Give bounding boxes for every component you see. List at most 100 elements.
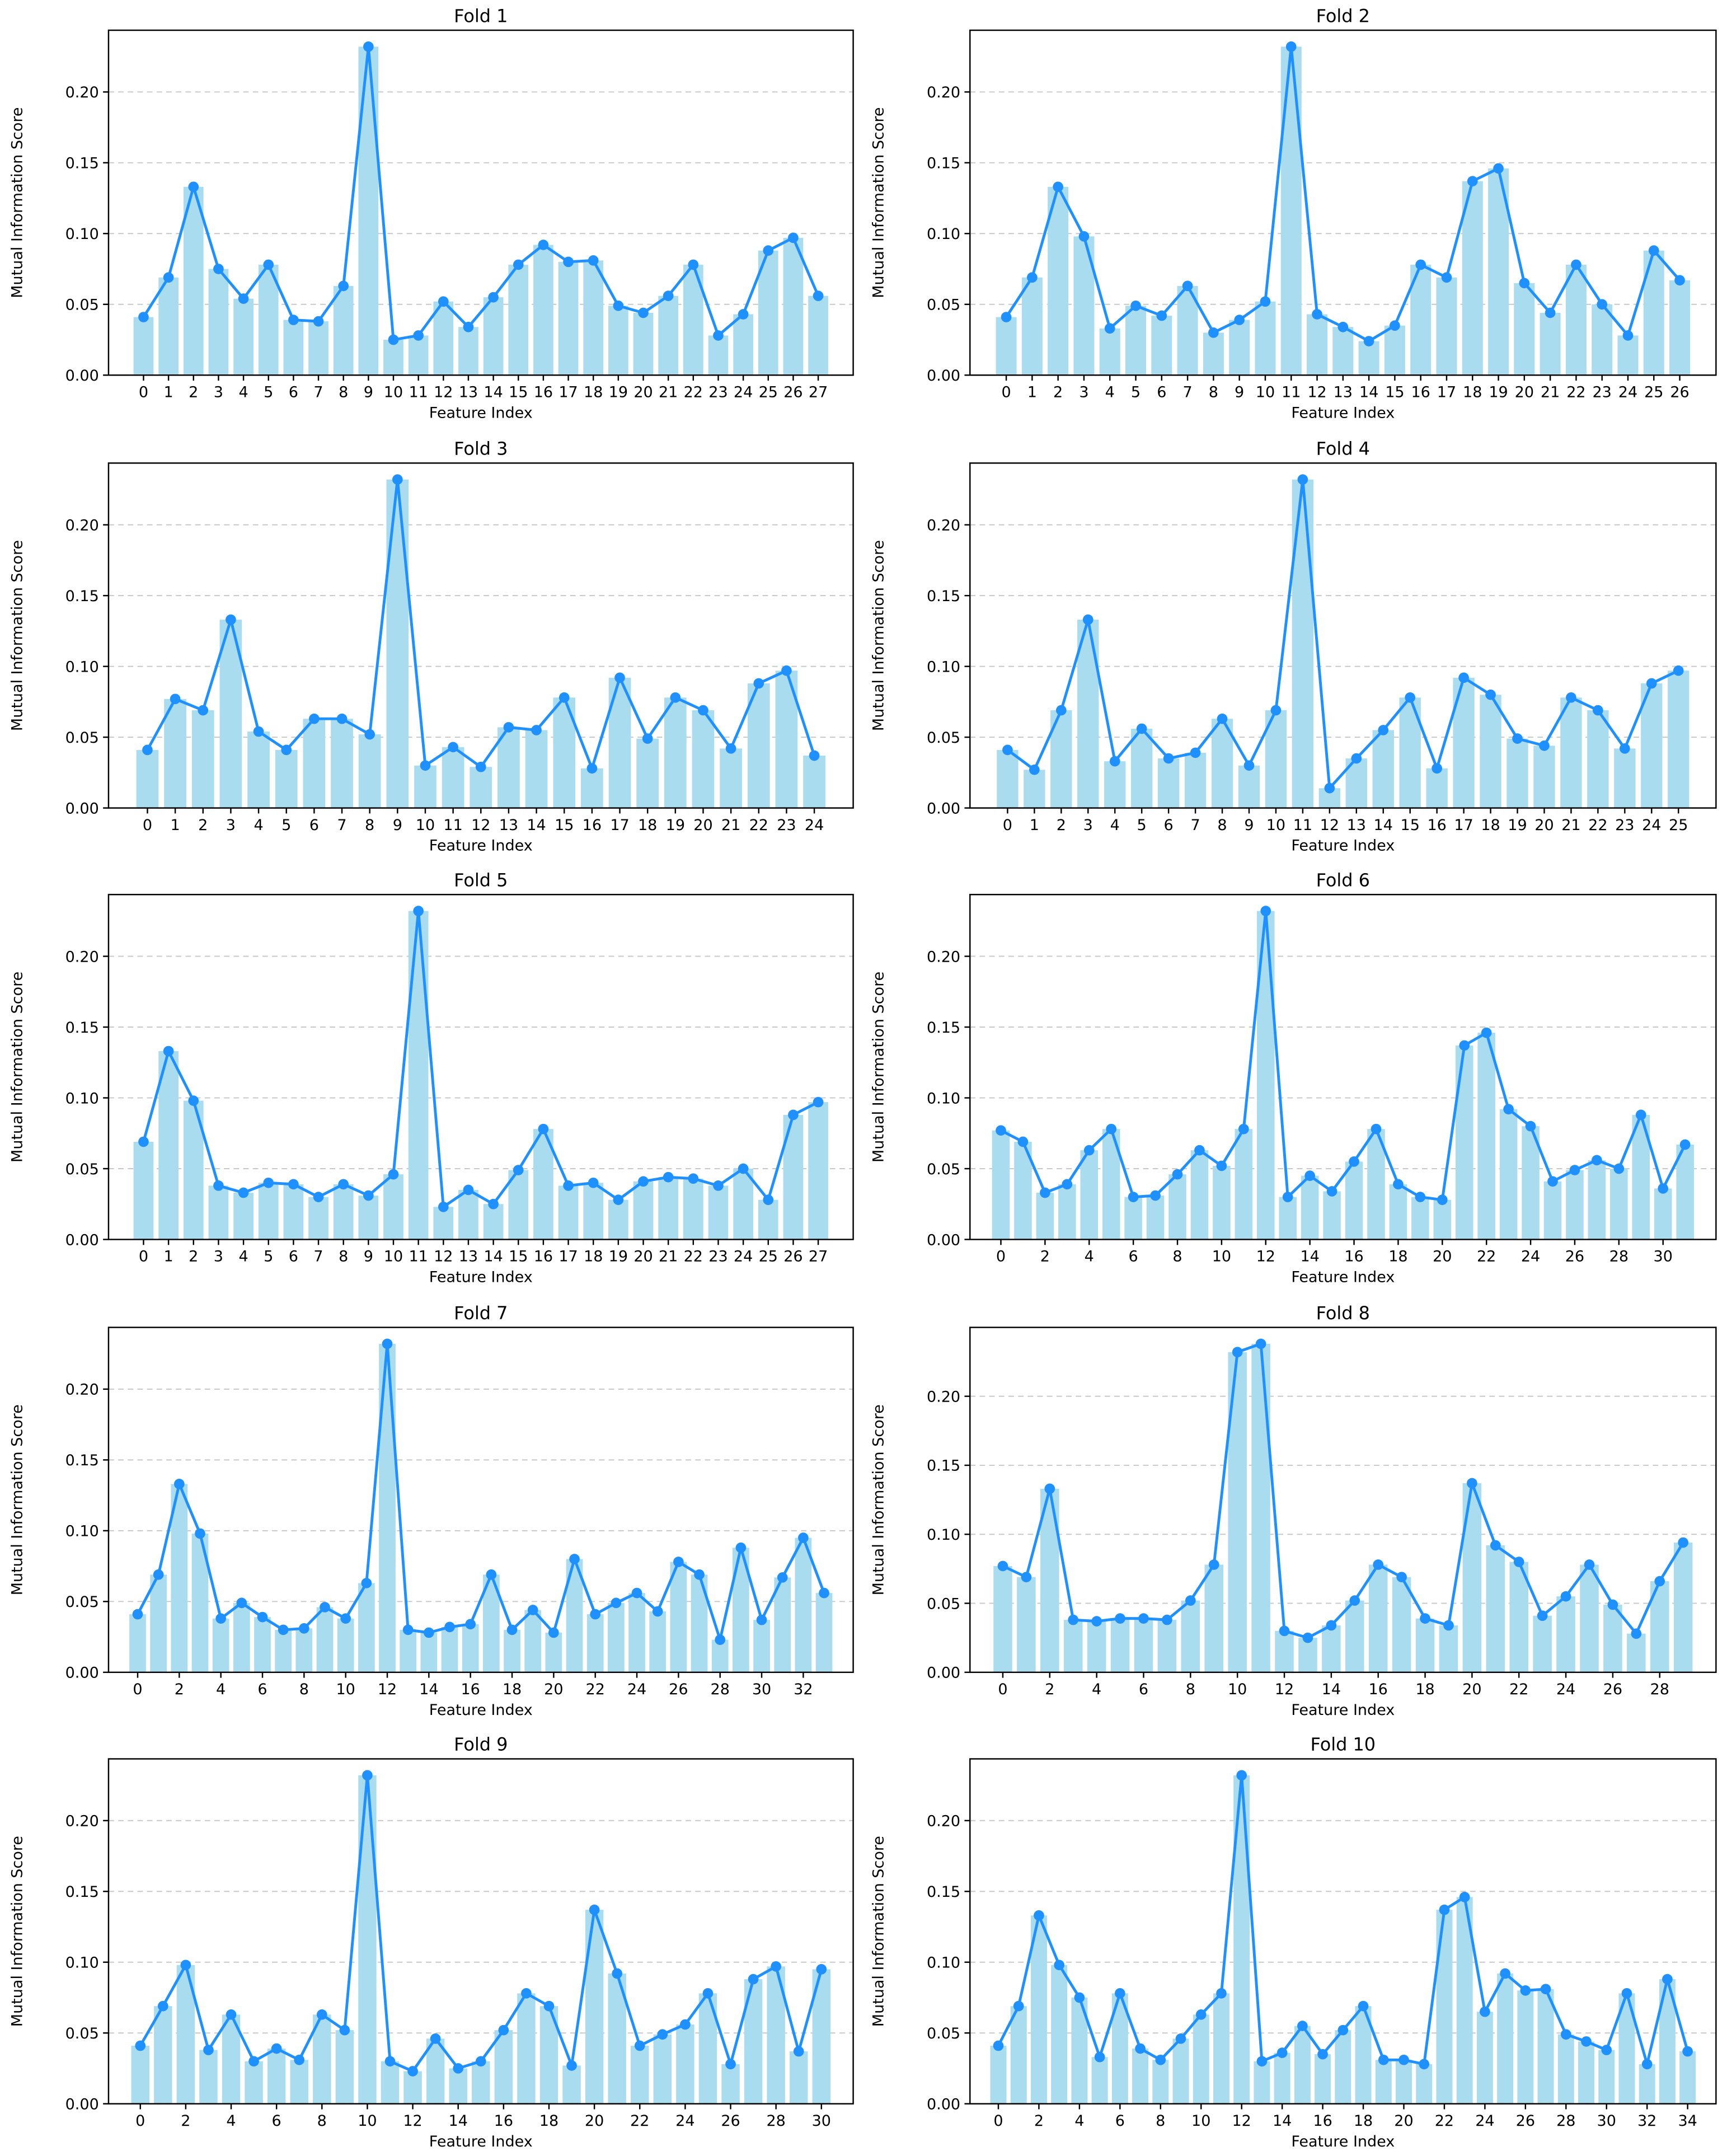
bar	[607, 1602, 625, 1672]
point	[680, 2019, 691, 2030]
x-tick-label: 27	[809, 1248, 828, 1266]
point	[1569, 1165, 1580, 1175]
bar	[1172, 2038, 1189, 2104]
subplot: 0.000.050.100.150.200 2 4 6 8 10 12 14 16 18 20 22 2…	[8, 1734, 854, 2150]
point	[1055, 705, 1067, 716]
x-tick-label: 24	[734, 384, 753, 401]
bar	[558, 261, 579, 376]
point	[313, 316, 324, 327]
point	[236, 1597, 247, 1609]
bar	[233, 1192, 254, 1240]
bar	[758, 1199, 778, 1240]
x-tick-label: 16	[1427, 817, 1446, 834]
point	[1195, 2009, 1207, 2020]
x-tick-label: 18	[584, 384, 603, 401]
bar	[1048, 186, 1069, 376]
point	[1243, 760, 1255, 771]
subplot: 0.000.050.100.150.200 2 4 6 8 10 12 14 16 18 20 22 2…	[870, 1302, 1717, 1719]
bar	[1203, 332, 1224, 376]
point	[1190, 747, 1201, 758]
bar	[583, 260, 604, 376]
x-tick-label: 11	[1282, 384, 1301, 401]
bar	[1213, 1165, 1231, 1240]
x-tick-label: 13	[459, 1248, 478, 1266]
point	[543, 2000, 555, 2012]
point	[1537, 1610, 1548, 1621]
point	[1547, 1176, 1558, 1187]
x-tick-label: 19	[609, 384, 628, 401]
bar	[400, 1629, 417, 1672]
point	[1062, 1179, 1073, 1190]
bar	[758, 250, 778, 376]
bar	[358, 46, 379, 376]
bar	[133, 1141, 154, 1240]
bar	[1368, 1564, 1388, 1672]
bar	[1080, 1150, 1099, 1240]
point	[407, 2066, 418, 2077]
x-tick-label: 30	[752, 1681, 771, 1698]
point	[430, 2033, 441, 2044]
bar	[1110, 1618, 1130, 1672]
point	[392, 474, 403, 485]
point	[138, 1136, 149, 1147]
y-tick-label: 0.05	[65, 1593, 99, 1611]
bar	[208, 269, 229, 376]
point	[338, 1179, 349, 1190]
point	[1613, 1163, 1625, 1174]
bar	[1426, 768, 1448, 808]
point	[1351, 753, 1362, 764]
subplot: 0.000.050.100.150.200 2 4 6 8 10 12 14 16 18 20 22 2…	[870, 1734, 1717, 2150]
point	[1238, 1123, 1249, 1135]
point	[1658, 1183, 1669, 1194]
bar	[1358, 341, 1379, 376]
trend-line	[142, 911, 819, 1210]
point	[203, 2045, 214, 2055]
bar	[733, 314, 753, 376]
x-tick-label: 9	[393, 817, 402, 834]
subplot-title: Fold 10	[1311, 1734, 1376, 1755]
point	[309, 713, 320, 724]
x-tick-label: 11	[1293, 817, 1312, 834]
point	[1519, 278, 1530, 289]
x-tick-label: 7	[313, 1248, 323, 1266]
point	[1194, 1145, 1205, 1156]
point	[513, 259, 524, 270]
x-tick-label: 6	[309, 817, 319, 834]
y-tick-label: 0.00	[65, 800, 99, 817]
x-tick-label: 23	[708, 1248, 728, 1266]
point	[1297, 2021, 1308, 2031]
bar	[628, 1593, 645, 1672]
point	[1216, 1988, 1227, 1999]
x-tick-label: 19	[609, 1248, 628, 1266]
x-tick-label: 23	[1593, 384, 1612, 401]
bar	[498, 727, 520, 808]
point	[1597, 299, 1608, 310]
point	[563, 1180, 574, 1191]
x-tick-label: 2	[189, 1248, 198, 1266]
point	[363, 1190, 374, 1201]
point	[781, 665, 792, 676]
bar	[1462, 1483, 1482, 1672]
x-tick-label: 12	[471, 817, 490, 834]
point	[253, 726, 264, 737]
x-tick-label: 11	[443, 817, 462, 834]
point	[638, 307, 649, 318]
x-tick-label: 2	[1053, 384, 1063, 401]
y-tick-label: 0.05	[927, 729, 960, 747]
axes-frame	[107, 29, 854, 376]
point	[1326, 1186, 1338, 1197]
x-tick-label: 20	[693, 817, 712, 834]
point	[735, 1542, 747, 1553]
x-tick-label: 24	[675, 2112, 694, 2130]
bar	[1533, 746, 1555, 808]
point	[1326, 1620, 1337, 1631]
x-tick-label: 16	[1369, 1681, 1388, 1698]
x-tick-label: 17	[1454, 817, 1473, 834]
axes-frame	[969, 894, 1717, 1240]
x-tick-label: 22	[1477, 1248, 1496, 1266]
y-tick-label: 0.00	[65, 1231, 99, 1249]
bar	[308, 321, 328, 376]
y-tick-label: 0.20	[927, 517, 960, 534]
point	[566, 2060, 577, 2071]
